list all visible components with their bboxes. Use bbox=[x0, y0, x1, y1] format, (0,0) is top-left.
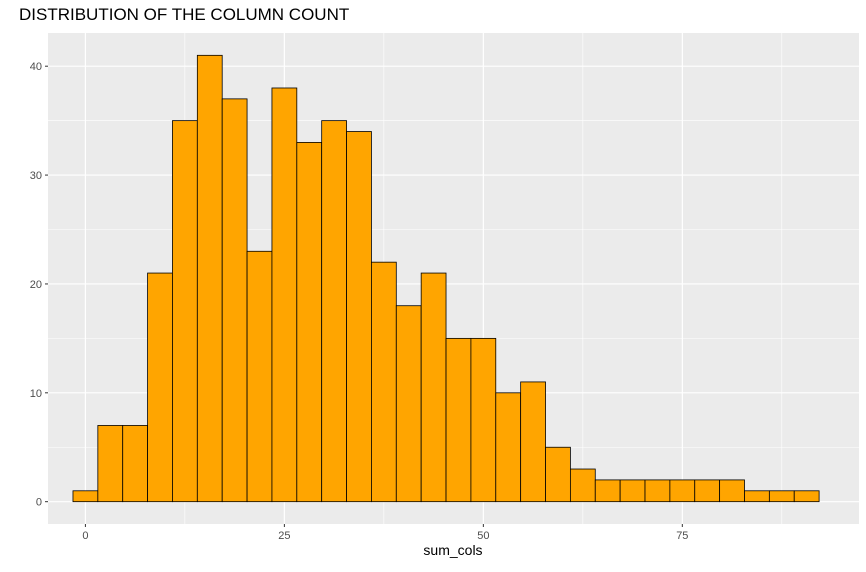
histogram-bar bbox=[669, 479, 696, 503]
histogram-bar bbox=[420, 272, 447, 503]
histogram-bar bbox=[719, 479, 745, 503]
histogram-bar bbox=[768, 490, 795, 503]
histogram-bar bbox=[470, 337, 497, 503]
histogram-bar bbox=[246, 250, 273, 503]
histogram-bar bbox=[72, 490, 99, 503]
y-axis: 0 10 20 30 40 bbox=[30, 61, 48, 509]
histogram-bar bbox=[495, 392, 522, 503]
y-tick-label: 30 bbox=[30, 170, 42, 182]
histogram-bar bbox=[271, 87, 298, 503]
chart-title: DISTRIBUTION OF THE COLUMN COUNT bbox=[19, 5, 350, 24]
x-tick-label: 25 bbox=[278, 530, 290, 542]
histogram-bar bbox=[619, 479, 646, 503]
histogram-bar bbox=[371, 261, 397, 503]
histogram-bar bbox=[793, 490, 820, 503]
histogram-bar bbox=[694, 479, 721, 503]
histogram-bar bbox=[594, 479, 621, 503]
x-tick-label: 0 bbox=[82, 530, 88, 542]
histogram-bar bbox=[744, 490, 770, 503]
x-axis: 0 25 50 75 bbox=[82, 524, 688, 542]
histogram-bar bbox=[122, 425, 148, 503]
histogram-bar bbox=[644, 479, 671, 503]
histogram-bar bbox=[172, 120, 198, 503]
histogram-bar bbox=[147, 272, 173, 503]
histogram-bar bbox=[221, 98, 248, 503]
histogram-bar bbox=[395, 305, 422, 503]
x-tick-label: 50 bbox=[477, 530, 489, 542]
histogram-bar bbox=[321, 120, 347, 503]
histogram-bar bbox=[296, 142, 323, 503]
histogram-bar bbox=[520, 381, 546, 503]
x-axis-title: sum_cols bbox=[423, 542, 482, 558]
histogram-bars bbox=[72, 54, 820, 503]
y-tick-label: 20 bbox=[30, 279, 42, 291]
histogram-bar bbox=[346, 131, 372, 503]
histogram-bar bbox=[445, 337, 472, 503]
histogram-bar bbox=[569, 468, 596, 503]
y-tick-label: 0 bbox=[36, 497, 42, 509]
x-tick-label: 75 bbox=[676, 530, 688, 542]
histogram-bar bbox=[545, 446, 571, 503]
histogram-bar bbox=[97, 425, 124, 503]
y-tick-label: 40 bbox=[30, 61, 42, 73]
y-tick-label: 10 bbox=[30, 388, 42, 400]
histogram-bar bbox=[196, 54, 223, 503]
